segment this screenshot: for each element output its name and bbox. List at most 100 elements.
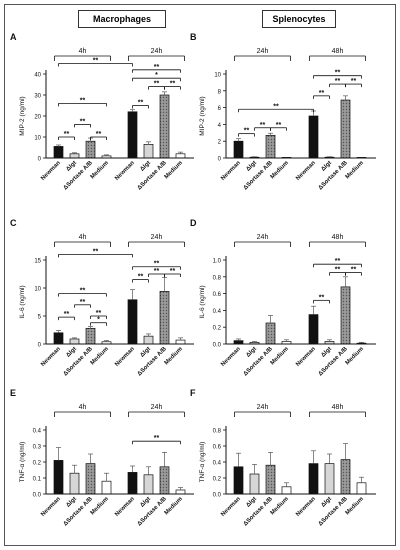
significance-label: ** bbox=[80, 118, 86, 125]
category-label: Newman bbox=[220, 160, 242, 182]
bar bbox=[356, 482, 367, 495]
bar bbox=[143, 335, 154, 345]
category-label: Newman bbox=[114, 160, 136, 182]
y-axis-label: MIP-2 (ng/ml) bbox=[19, 96, 26, 135]
bar bbox=[85, 463, 96, 495]
category-label: Δlgt bbox=[320, 160, 332, 172]
y-axis-label: MIP-2 (ng/ml) bbox=[199, 96, 206, 135]
panel-label: C bbox=[10, 218, 17, 228]
y-tick-label: 0.6 bbox=[213, 445, 222, 451]
significance-label: ** bbox=[260, 122, 266, 129]
bar bbox=[53, 460, 64, 495]
bar bbox=[143, 144, 154, 159]
significance-label: ** bbox=[80, 288, 86, 295]
bar bbox=[85, 327, 96, 345]
y-tick-label: 0.8 bbox=[213, 275, 222, 281]
significance-label: * bbox=[97, 317, 100, 324]
category-label: Newman bbox=[295, 160, 317, 182]
panel-label: B bbox=[190, 32, 197, 42]
y-tick-label: 0.0 bbox=[213, 343, 222, 349]
category-label: Δlgt bbox=[320, 346, 332, 358]
group-label: 24h bbox=[257, 48, 269, 55]
significance-label: ** bbox=[154, 435, 160, 442]
bar bbox=[101, 480, 112, 495]
y-tick-label: 4 bbox=[218, 123, 222, 129]
y-axis-label: IL-6 (ng/ml) bbox=[199, 285, 206, 318]
y-tick-label: 8 bbox=[218, 89, 222, 95]
category-label: Δlgt bbox=[139, 160, 151, 172]
bar bbox=[265, 134, 276, 159]
y-tick-label: 0.4 bbox=[213, 309, 222, 315]
bar bbox=[324, 463, 335, 495]
bar bbox=[175, 489, 186, 495]
bar bbox=[265, 322, 276, 345]
y-tick-label: 0.4 bbox=[213, 461, 222, 467]
significance-label: ** bbox=[335, 258, 341, 265]
group-label: 24h bbox=[257, 404, 269, 411]
bar bbox=[308, 115, 319, 159]
y-axis-label: TNF-α (ng/ml) bbox=[199, 442, 206, 483]
group-label: 24h bbox=[151, 234, 163, 241]
figure-frame bbox=[4, 4, 396, 546]
category-label: Newman bbox=[295, 346, 317, 368]
bar bbox=[53, 332, 64, 345]
significance-label: ** bbox=[96, 310, 102, 317]
group-label: 24h bbox=[151, 48, 163, 55]
y-tick-label: 2 bbox=[218, 140, 222, 146]
y-tick-label: 10 bbox=[34, 136, 41, 142]
category-label: Δlgt bbox=[65, 160, 77, 172]
bar bbox=[159, 466, 170, 495]
column-header-macrophages: Macrophages bbox=[78, 10, 166, 28]
significance-label: ** bbox=[319, 90, 325, 97]
y-tick-label: 0.0 bbox=[33, 493, 42, 499]
bar bbox=[233, 340, 244, 345]
bar bbox=[127, 111, 138, 159]
significance-label: ** bbox=[80, 299, 86, 306]
panel-label: E bbox=[10, 388, 16, 398]
bar bbox=[308, 463, 319, 495]
bar bbox=[249, 473, 260, 495]
category-label: Newman bbox=[40, 160, 62, 182]
category-label: Δlgt bbox=[65, 496, 77, 508]
span-label: ** bbox=[93, 58, 99, 65]
significance-label: ** bbox=[319, 294, 325, 301]
significance-label: ** bbox=[96, 131, 102, 138]
bar bbox=[159, 94, 170, 159]
y-tick-label: 0.2 bbox=[213, 477, 222, 483]
group-label: 4h bbox=[79, 234, 87, 241]
significance-label: ** bbox=[335, 267, 341, 274]
significance-label: ** bbox=[170, 268, 176, 275]
significance-label: ** bbox=[80, 97, 86, 104]
category-label: Newman bbox=[40, 496, 62, 518]
span-label: ** bbox=[273, 103, 279, 110]
bar bbox=[69, 338, 80, 345]
significance-label: ** bbox=[351, 78, 357, 85]
category-label: Δlgt bbox=[65, 346, 77, 358]
group-label: 24h bbox=[257, 234, 269, 241]
category-label: Newman bbox=[114, 496, 136, 518]
y-tick-label: 0.2 bbox=[213, 326, 222, 332]
significance-label: * bbox=[155, 72, 158, 79]
bar bbox=[53, 146, 64, 159]
category-label: Newman bbox=[40, 346, 62, 368]
y-tick-label: 15 bbox=[34, 259, 41, 265]
y-tick-label: 0.6 bbox=[213, 292, 222, 298]
significance-label: ** bbox=[154, 261, 160, 268]
significance-label: ** bbox=[138, 274, 144, 281]
category-label: Δlgt bbox=[245, 496, 257, 508]
span-label: ** bbox=[93, 248, 99, 255]
y-tick-label: 0 bbox=[38, 343, 42, 349]
y-axis-label: TNF-α (ng/ml) bbox=[19, 442, 26, 483]
bar bbox=[159, 291, 170, 345]
group-label: 48h bbox=[332, 48, 344, 55]
group-label: 48h bbox=[332, 404, 344, 411]
group-label: 24h bbox=[151, 404, 163, 411]
category-label: Newman bbox=[114, 346, 136, 368]
bar bbox=[143, 474, 154, 495]
bar bbox=[340, 99, 351, 159]
bar bbox=[340, 286, 351, 345]
group-label: 48h bbox=[332, 234, 344, 241]
panel-label: A bbox=[10, 32, 17, 42]
category-label: Δlgt bbox=[245, 160, 257, 172]
group-label: 4h bbox=[79, 48, 87, 55]
